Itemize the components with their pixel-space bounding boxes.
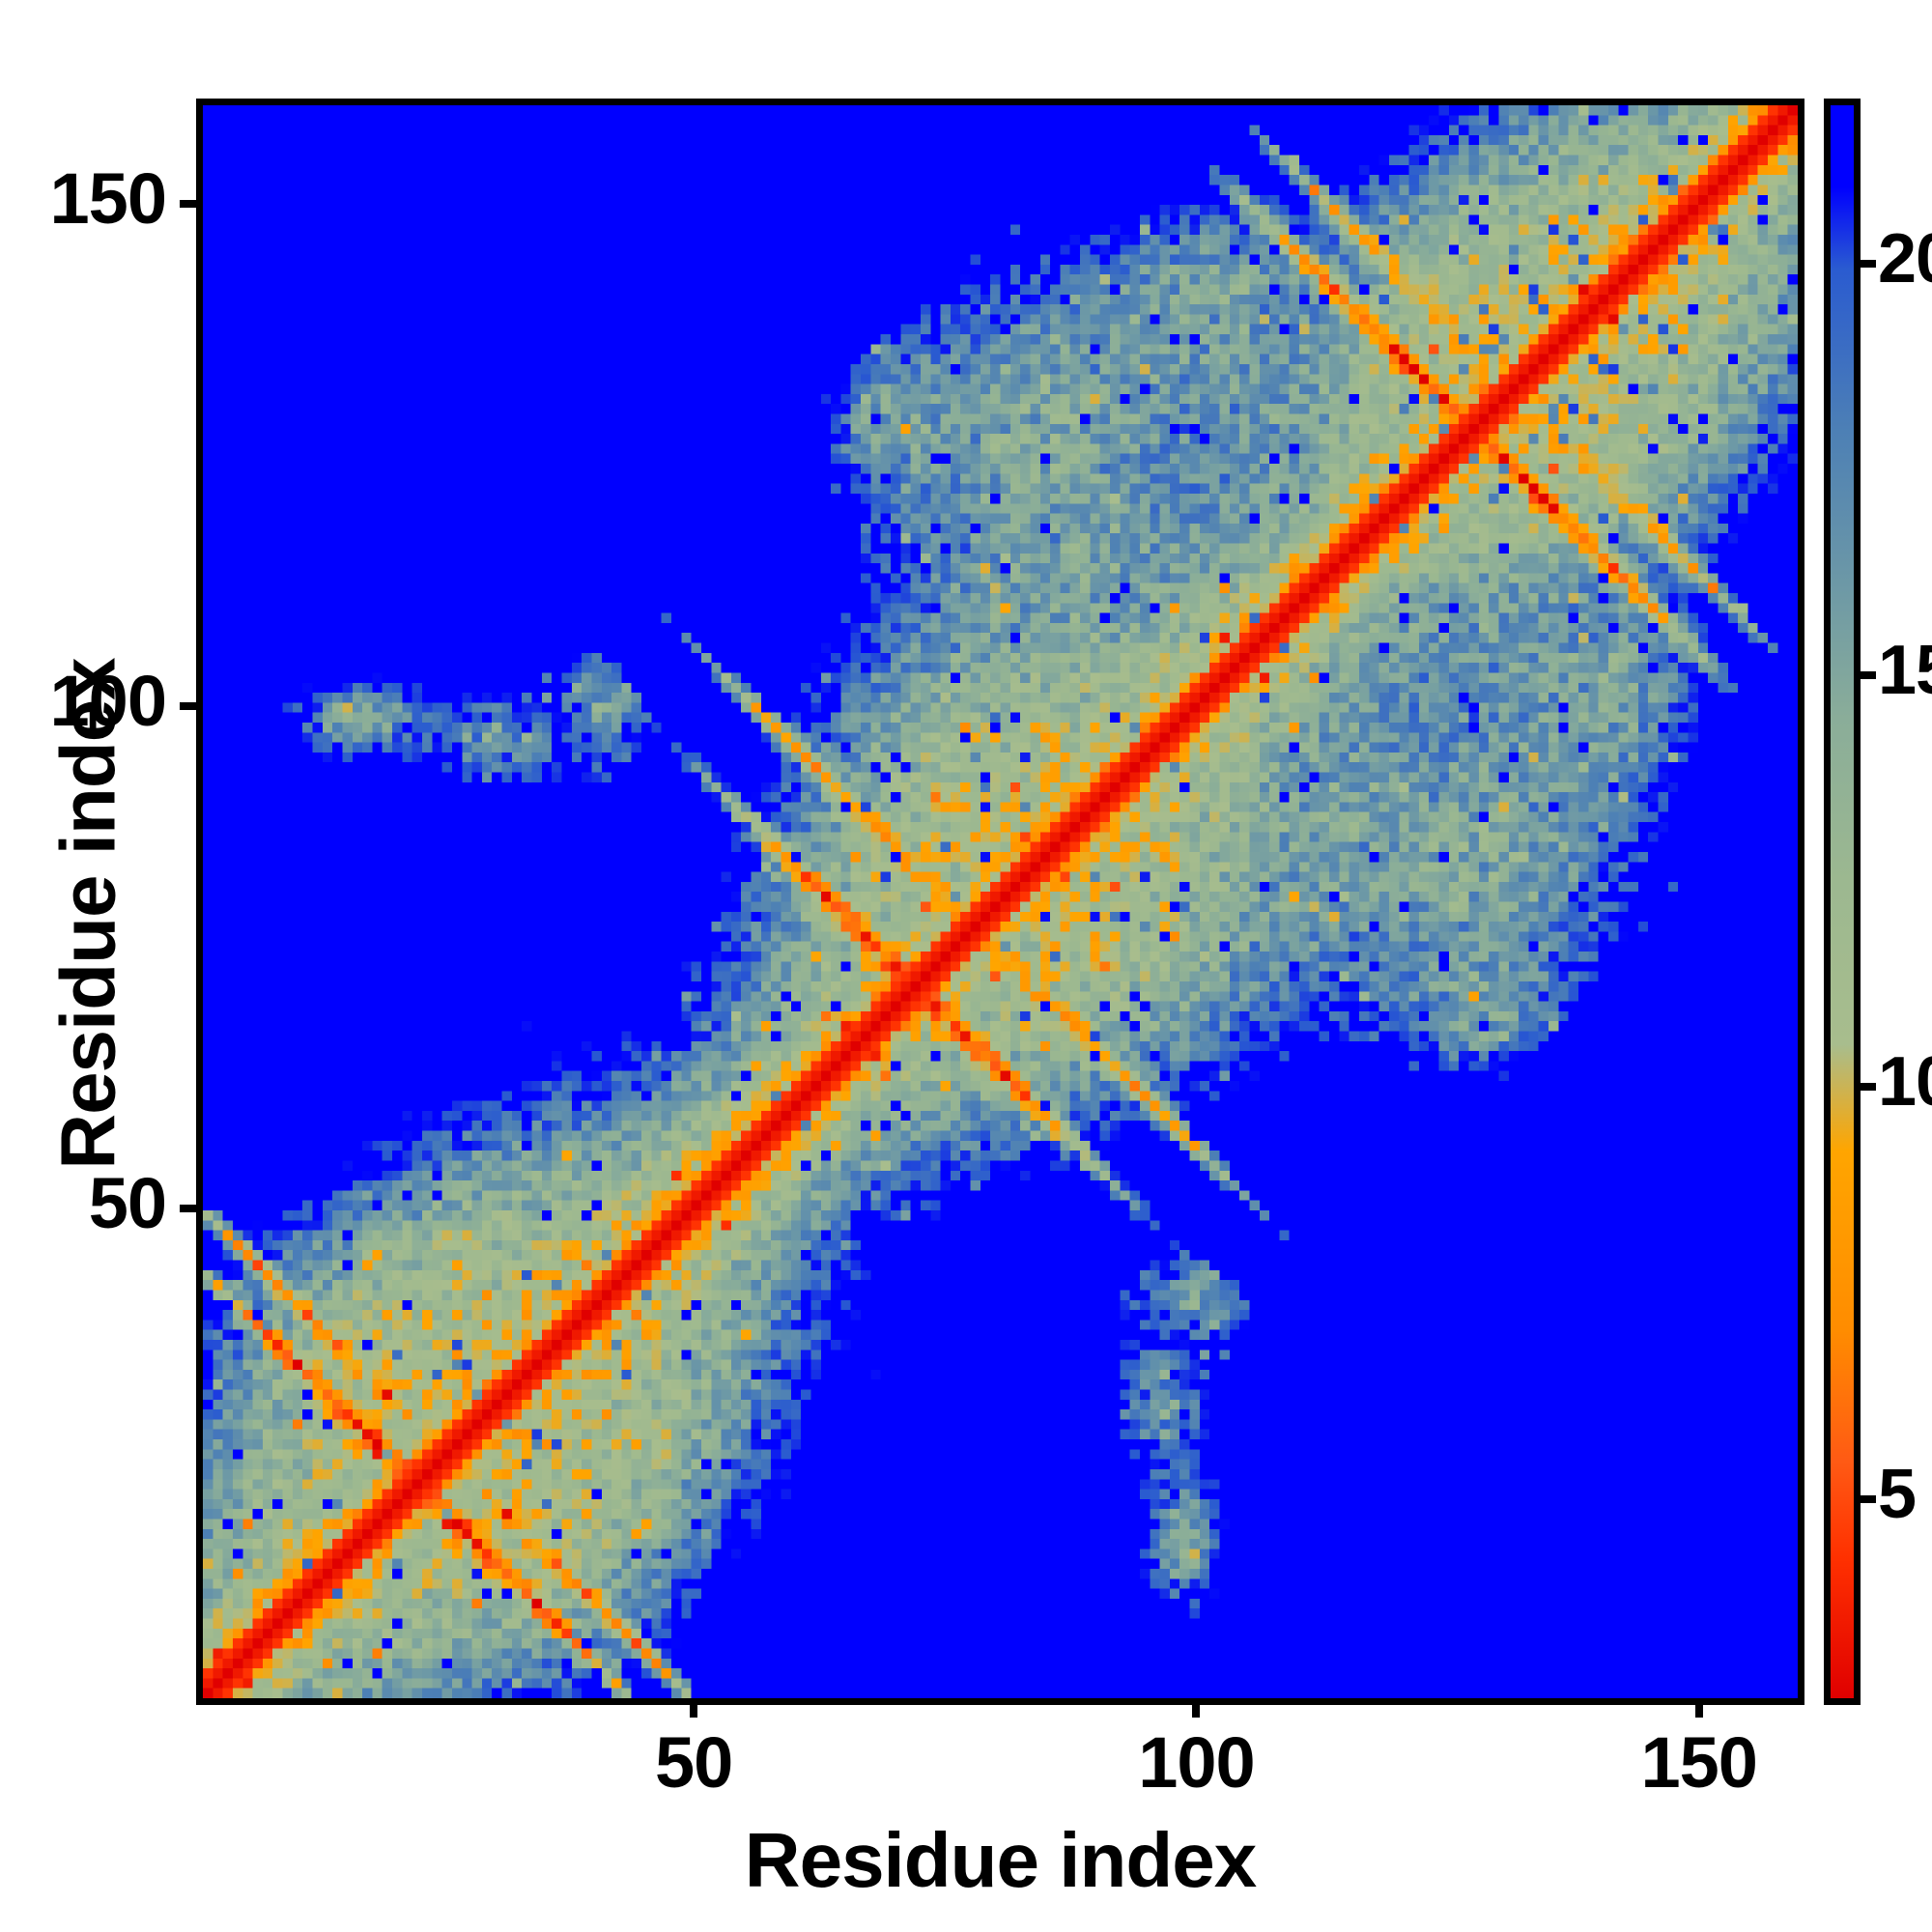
- x-axis-title: Residue index: [744, 1817, 1257, 1903]
- heatmap-plot-area[interactable]: [196, 99, 1804, 1705]
- heatmap-canvas: [203, 105, 1798, 1698]
- colorbar[interactable]: [1824, 99, 1861, 1705]
- y-tick-label-100: 100: [49, 660, 167, 741]
- x-tick-label-150: 150: [1640, 1722, 1758, 1803]
- y-axis-title: Residue index: [44, 658, 131, 1170]
- x-tick-mark-50: [690, 1698, 698, 1718]
- colorbar-tick-mark-15: [1861, 670, 1876, 679]
- x-tick-mark-100: [1192, 1698, 1201, 1718]
- y-tick-mark-50: [180, 1204, 199, 1212]
- y-tick-label-150: 150: [49, 158, 167, 240]
- y-tick-mark-100: [180, 701, 199, 710]
- colorbar-gradient: [1831, 105, 1854, 1698]
- colorbar-tick-label-5: 5: [1878, 1455, 1917, 1533]
- x-tick-label-50: 50: [654, 1722, 733, 1803]
- x-tick-mark-150: [1694, 1698, 1703, 1718]
- y-tick-label-50: 50: [88, 1162, 167, 1243]
- colorbar-tick-mark-20: [1861, 259, 1876, 268]
- colorbar-tick-label-20: 20: [1878, 219, 1932, 298]
- colorbar-tick-label-15: 15: [1878, 631, 1932, 709]
- y-tick-mark-150: [180, 200, 199, 209]
- colorbar-tick-label-10: 10: [1878, 1043, 1932, 1122]
- colorbar-tick-mark-10: [1861, 1083, 1876, 1092]
- colorbar-tick-mark-5: [1861, 1494, 1876, 1503]
- x-tick-label-100: 100: [1138, 1722, 1255, 1803]
